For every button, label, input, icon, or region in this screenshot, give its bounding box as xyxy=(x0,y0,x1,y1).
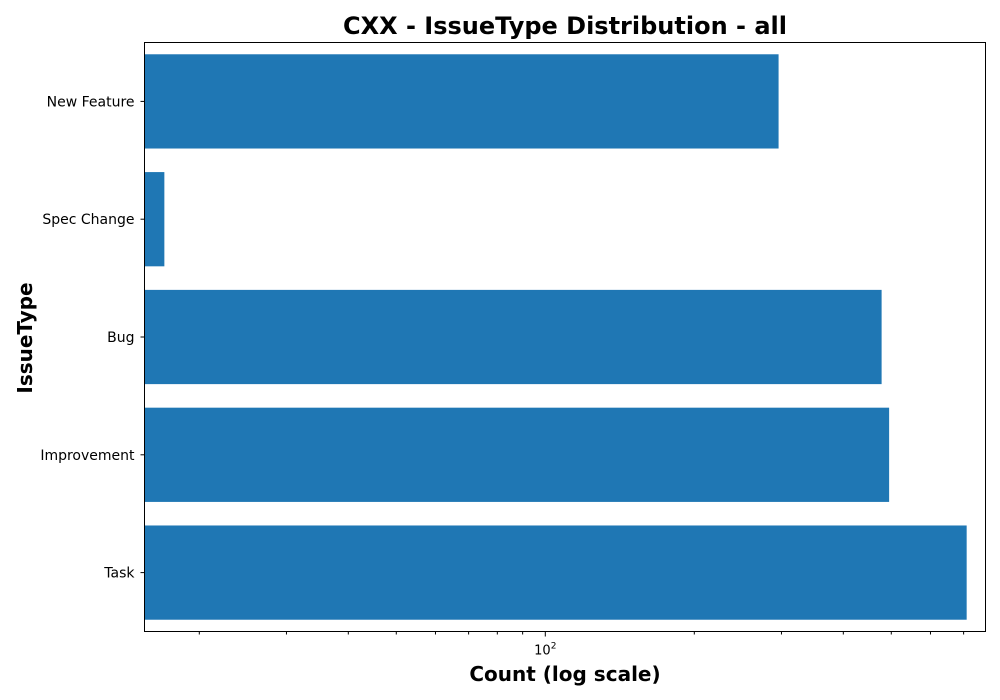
bar-spec-change xyxy=(144,172,165,267)
bar-task xyxy=(144,525,967,620)
bar-bug xyxy=(144,289,882,385)
bars-group xyxy=(144,54,967,620)
bar-improvement xyxy=(144,407,890,502)
chart-title: CXX - IssueType Distribution - all xyxy=(343,12,787,40)
y-axis-label: IssueType xyxy=(13,282,37,393)
x-tick-label: 102 xyxy=(534,642,556,659)
y-axis-ticks: New Feature Spec Change Bug Improvement Task xyxy=(40,94,145,582)
y-tick-label: Bug xyxy=(107,330,134,346)
y-tick-label: Task xyxy=(103,566,135,582)
y-tick-label: Improvement xyxy=(40,448,135,464)
bar-new-feature xyxy=(144,54,779,149)
x-axis-ticks: 102 xyxy=(198,631,965,659)
y-tick-label: Spec Change xyxy=(42,212,134,228)
plot-frame xyxy=(144,42,986,632)
x-axis-label: Count (log scale) xyxy=(469,662,660,686)
y-tick-label: New Feature xyxy=(47,94,135,110)
